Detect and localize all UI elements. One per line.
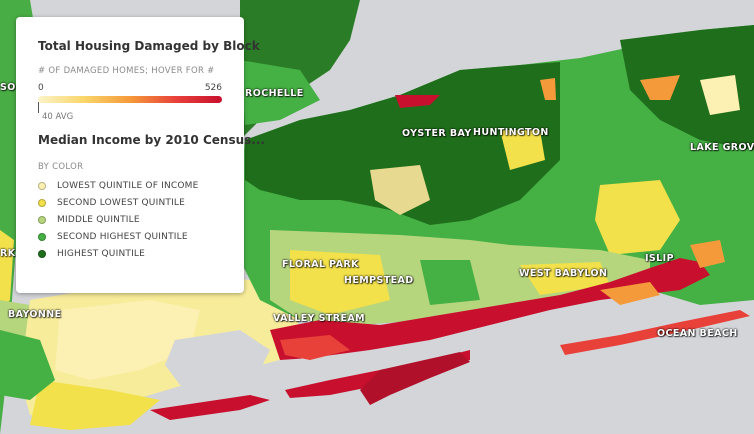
place-label-rk: RK bbox=[0, 248, 16, 259]
legend-item: LOWEST QUINTILE OF INCOME bbox=[38, 177, 222, 194]
legend-item-label: SECOND HIGHEST QUINTILE bbox=[57, 231, 188, 242]
legend-swatch bbox=[38, 215, 46, 224]
place-label-west-babylon: WEST BABYLON bbox=[519, 268, 608, 279]
legend-items: LOWEST QUINTILE OF INCOME SECOND LOWEST … bbox=[38, 177, 222, 262]
legend-scale-min: 0 bbox=[38, 83, 44, 93]
place-label-lake-grove: LAKE GROVE bbox=[690, 142, 754, 153]
place-label-rochelle: ROCHELLE bbox=[245, 88, 304, 99]
legend-item: MIDDLE QUINTILE bbox=[38, 211, 222, 228]
legend-item-label: LOWEST QUINTILE OF INCOME bbox=[57, 180, 199, 191]
legend-item: SECOND HIGHEST QUINTILE bbox=[38, 228, 222, 245]
place-label-floral-park: FLORAL PARK bbox=[282, 259, 359, 270]
legend-average-label: 40 AVG bbox=[42, 112, 74, 122]
legend-item-label: SECOND LOWEST QUINTILE bbox=[57, 197, 186, 208]
place-label-hempstead: HEMPSTEAD bbox=[344, 275, 414, 286]
place-label-so: SO bbox=[0, 82, 16, 93]
place-label-oyster-bay: OYSTER BAY bbox=[402, 128, 472, 139]
legend-gradient-bar bbox=[38, 96, 222, 103]
place-label-islip: ISLIP bbox=[645, 253, 674, 264]
legend-swatch bbox=[38, 249, 46, 258]
legend-scale-max: 526 bbox=[204, 83, 222, 93]
legend-item-label: HIGHEST QUINTILE bbox=[57, 248, 146, 259]
place-label-ocean-beach: OCEAN BEACH bbox=[657, 328, 738, 339]
legend-scale-labels: 0 526 bbox=[38, 83, 222, 93]
south-shore-damage bbox=[270, 258, 710, 360]
legend-title: Total Housing Damaged by Block bbox=[38, 39, 260, 53]
legend-item: SECOND LOWEST QUINTILE bbox=[38, 194, 222, 211]
legend-swatch bbox=[38, 181, 46, 190]
legend-swatch bbox=[38, 232, 46, 241]
legend-title-income: Median Income by 2010 Census... bbox=[38, 133, 265, 147]
legend-item-label: MIDDLE QUINTILE bbox=[57, 214, 140, 225]
place-label-huntington: HUNTINGTON bbox=[473, 127, 549, 138]
place-label-valley-stream: VALLEY STREAM bbox=[273, 313, 365, 324]
legend-subtitle-color: BY COLOR bbox=[38, 162, 84, 172]
legend-panel: Total Housing Damaged by Block # OF DAMA… bbox=[16, 17, 265, 293]
legend-swatch bbox=[38, 198, 46, 207]
legend-subtitle: # OF DAMAGED HOMES; HOVER FOR # bbox=[38, 66, 215, 76]
place-label-bayonne: BAYONNE bbox=[8, 309, 62, 320]
legend-average-tick bbox=[38, 102, 39, 113]
legend-average-marker: 40 AVG bbox=[38, 102, 222, 123]
legend-item: HIGHEST QUINTILE bbox=[38, 245, 222, 262]
